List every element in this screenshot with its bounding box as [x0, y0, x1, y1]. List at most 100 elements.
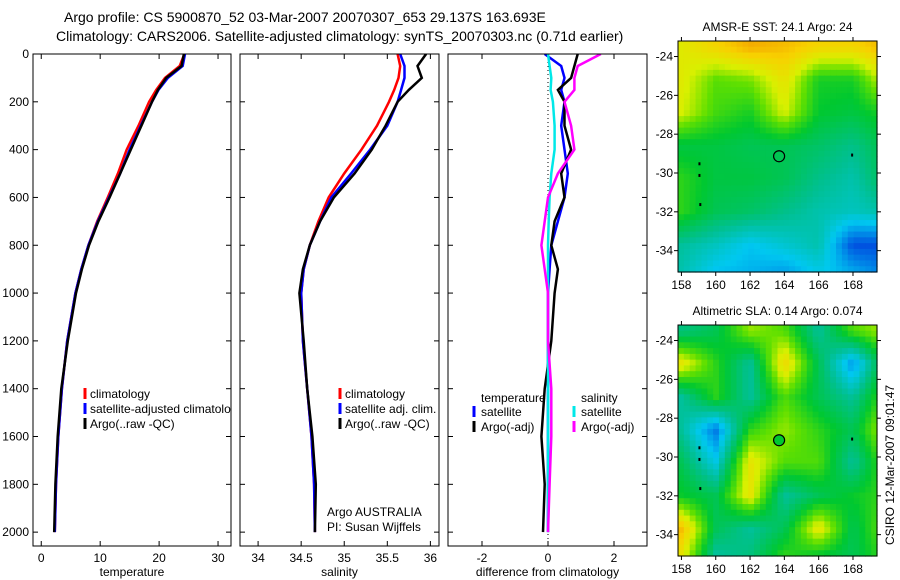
heatmap-cell: [818, 492, 825, 499]
heatmap-cell: [853, 417, 861, 424]
heatmap-cell: [841, 248, 849, 256]
heatmap-cell: [783, 127, 790, 135]
heatmap-cell: [678, 243, 685, 250]
heatmap-cell: [783, 173, 790, 181]
heatmap-cell: [847, 469, 855, 476]
heatmap-cell: [865, 266, 872, 273]
heatmap-cell: [806, 156, 814, 163]
heatmap-cell: [742, 394, 749, 401]
heatmap-cell: [713, 365, 720, 372]
heatmap-cell: [718, 452, 726, 459]
heatmap-cell: [853, 168, 861, 175]
heatmap-cell: [795, 342, 802, 349]
heatmap-cell: [806, 423, 814, 430]
heatmap-cell: [847, 376, 855, 384]
heatmap-cell: [759, 127, 767, 135]
heatmap-cell: [730, 243, 738, 250]
heatmap-cell: [777, 191, 784, 198]
heatmap-cell: [730, 144, 738, 152]
heatmap-cell: [836, 202, 843, 210]
heatmap-cell: [707, 162, 714, 169]
heatmap-cell: [759, 527, 767, 534]
heatmap-cell: [765, 423, 773, 430]
heatmap-cell: [830, 202, 837, 210]
heatmap-cell: [777, 336, 784, 343]
heatmap-cell: [830, 382, 837, 390]
heatmap-cell: [847, 110, 855, 117]
heatmap-cell: [730, 58, 738, 65]
heatmap-cell: [841, 434, 849, 442]
heatmap-cell: [730, 388, 738, 395]
heatmap-cell: [865, 69, 872, 77]
heatmap-cell: [736, 266, 743, 273]
heatmap-cell: [713, 336, 720, 343]
heatmap-cell: [730, 498, 738, 505]
heatmap-cell: [871, 480, 878, 488]
heatmap-cell: [683, 208, 691, 215]
heatmap-cell: [824, 400, 831, 407]
heatmap-cell: [771, 110, 779, 117]
heatmap-cell: [859, 348, 866, 355]
heatmap-cell: [830, 220, 837, 227]
heatmap-cell: [765, 330, 773, 338]
heatmap-cell: [771, 504, 779, 511]
heatmap-cell: [736, 254, 743, 262]
heatmap-cell: [724, 492, 732, 499]
heatmap-cell: [777, 417, 784, 424]
heatmap-cell: [695, 58, 703, 65]
heatmap-cell: [812, 521, 820, 528]
heatmap-cell: [830, 121, 837, 129]
heatmap-cell: [789, 527, 796, 534]
heatmap-cell: [847, 75, 855, 83]
heatmap-cell: [783, 504, 790, 511]
heatmap-cell: [865, 237, 872, 244]
heatmap-cell: [678, 371, 685, 378]
heatmap-cell: [754, 69, 761, 77]
heatmap-cell: [713, 527, 720, 534]
heatmap-cell: [724, 104, 732, 111]
heatmap-cell: [683, 365, 691, 372]
heatmap-cell: [812, 87, 820, 94]
heatmap-cell: [853, 139, 861, 146]
heatmap-cell: [824, 527, 831, 534]
heatmap-cell: [724, 260, 732, 267]
heatmap-cell: [806, 58, 814, 65]
heatmap-cell: [683, 486, 691, 494]
heatmap-cell: [707, 248, 714, 256]
heatmap-cell: [841, 521, 849, 528]
heatmap-cell: [806, 446, 814, 453]
heatmap-cell: [683, 98, 691, 106]
heatmap-cell: [853, 446, 861, 453]
heatmap-cell: [818, 411, 825, 419]
heatmap-cell: [800, 116, 808, 123]
heatmap-cell: [795, 162, 802, 169]
heatmap-cell: [859, 162, 866, 169]
heatmap-cell: [806, 254, 814, 262]
legend-label: satellite: [581, 405, 622, 419]
heatmap-cell: [841, 353, 849, 361]
heatmap-cell: [783, 521, 790, 528]
heatmap-cell: [859, 81, 866, 88]
heatmap-cell: [871, 388, 878, 395]
heatmap-cell: [777, 179, 784, 186]
heatmap-cell: [777, 75, 784, 83]
heatmap-cell: [871, 179, 878, 186]
heatmap-cell: [871, 521, 878, 528]
heatmap-cell: [724, 509, 732, 517]
heatmap-cell: [865, 353, 872, 361]
heatmap-cell: [689, 446, 697, 453]
heatmap-cell: [871, 52, 878, 59]
heatmap-cell: [754, 382, 761, 390]
heatmap-cell: [718, 538, 726, 546]
heatmap-cell: [724, 225, 732, 233]
heatmap-cell: [865, 231, 872, 238]
heatmap-cell: [795, 423, 802, 430]
heatmap-cell: [853, 116, 861, 123]
heatmap-cell: [789, 365, 796, 372]
heatmap-cell: [730, 81, 738, 88]
heatmap-cell: [759, 220, 767, 227]
heatmap-cell: [689, 179, 697, 186]
heatmap-cell: [765, 376, 773, 384]
heatmap-cell: [742, 52, 749, 59]
